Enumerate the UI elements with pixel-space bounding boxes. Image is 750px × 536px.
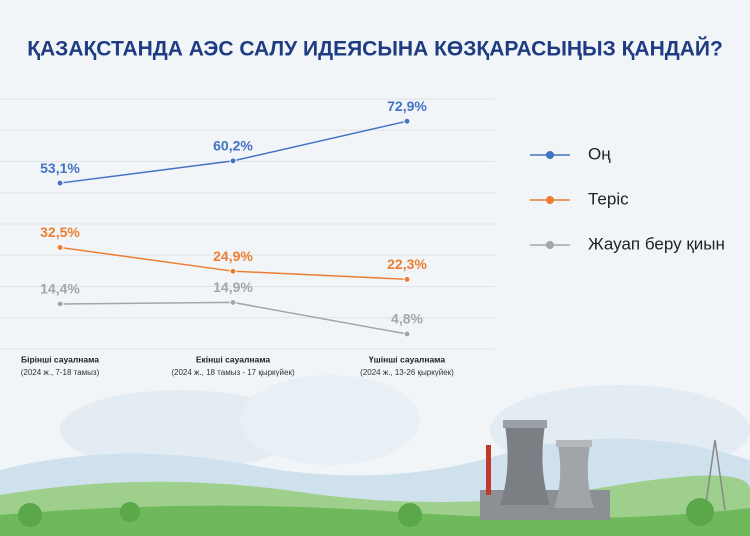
x-tick-detail: (2024 ж., 13-26 қыркүйек) <box>360 368 454 377</box>
legend-label: Оң <box>588 144 611 163</box>
legend-marker <box>546 241 554 249</box>
legend-marker <box>546 151 554 159</box>
legend-label: Жауап беру қиын <box>588 234 725 253</box>
data-point <box>56 300 64 308</box>
data-label: 53,1% <box>40 160 80 176</box>
data-label: 4,8% <box>391 311 423 327</box>
data-label: 24,9% <box>213 248 253 264</box>
data-point <box>56 243 64 251</box>
legend-marker <box>546 196 554 204</box>
landscape <box>0 375 750 536</box>
data-point <box>403 330 411 338</box>
data-label: 22,3% <box>387 256 427 272</box>
data-point <box>229 298 237 306</box>
x-tick-label: Үшінші сауалнама <box>369 354 445 364</box>
data-label: 60,2% <box>213 138 253 154</box>
data-point <box>403 117 411 125</box>
x-tick-label: Екінші сауалнама <box>196 354 271 364</box>
data-label: 14,4% <box>40 281 80 297</box>
x-tick-detail: (2024 ж., 18 тамыз - 17 қыркүйек) <box>171 368 295 377</box>
data-label: 32,5% <box>40 224 80 240</box>
chart-title: ҚАЗАҚСТАНДА АЭС САЛУ ИДЕЯСЫНА КӨЗҚАРАСЫҢ… <box>27 37 723 61</box>
data-point <box>56 179 64 187</box>
legend-label: Теріс <box>588 189 629 208</box>
data-point <box>229 157 237 165</box>
data-point <box>403 275 411 283</box>
plot: Бірінші сауалнама (2024 ж., 7-18 тамыз) Ек… <box>0 98 725 377</box>
data-point <box>229 267 237 275</box>
x-tick-detail: (2024 ж., 7-18 тамыз) <box>21 368 100 377</box>
data-label: 72,9% <box>387 98 427 114</box>
x-tick-label: Бірінші сауалнама <box>21 354 99 364</box>
data-label: 14,9% <box>213 279 253 295</box>
